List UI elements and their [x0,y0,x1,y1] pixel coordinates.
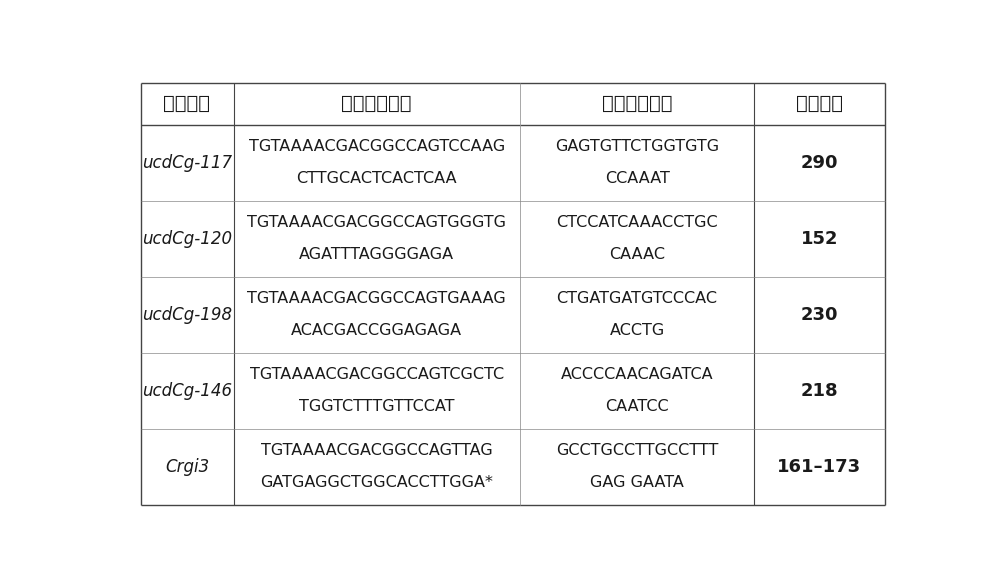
Text: ACACGACCGGAGAGA: ACACGACCGGAGAGA [291,323,462,338]
Text: TGTAAAACGACGGCCAGTGGGTG: TGTAAAACGACGGCCAGTGGGTG [247,215,506,230]
Text: 片段大小: 片段大小 [796,94,843,113]
Text: CCAAAT: CCAAAT [605,171,670,186]
Text: CAATCC: CAATCC [605,399,669,414]
Text: GCCTGCCTTGCCTTT: GCCTGCCTTGCCTTT [556,443,718,458]
Text: GAG GAATA: GAG GAATA [590,475,684,490]
Text: TGTAAAACGACGGCCAGTGAAAG: TGTAAAACGACGGCCAGTGAAAG [247,291,506,306]
Text: ACCCCAACAGATCA: ACCCCAACAGATCA [561,367,713,382]
Text: ucdCg-117: ucdCg-117 [142,153,232,172]
Text: ucdCg-198: ucdCg-198 [142,306,232,324]
Text: 290: 290 [801,153,838,172]
Text: Crgi3: Crgi3 [165,458,209,475]
Text: CTTGCACTCACTCAA: CTTGCACTCACTCAA [296,171,457,186]
Text: TGTAAAACGACGGCCAGTCCAAG: TGTAAAACGACGGCCAGTCCAAG [249,139,505,154]
Text: GATGAGGCTGGCACCTTGGA*: GATGAGGCTGGCACCTTGGA* [260,475,493,490]
Text: TGTAAAACGACGGCCAGTCGCTC: TGTAAAACGACGGCCAGTCGCTC [250,367,504,382]
Text: TGGTCTTTGTTCCAT: TGGTCTTTGTTCCAT [299,399,454,414]
Text: ucdCg-120: ucdCg-120 [142,230,232,248]
Text: 152: 152 [801,230,838,248]
Text: TGTAAAACGACGGCCAGTTAG: TGTAAAACGACGGCCAGTTAG [261,443,493,458]
Text: 反向引物序列: 反向引物序列 [602,94,672,113]
Text: ACCTG: ACCTG [609,323,665,338]
Text: 正向引物序列: 正向引物序列 [341,94,412,113]
Text: CAAAC: CAAAC [609,247,665,262]
Text: 218: 218 [801,381,838,400]
Text: GAGTGTTCTGGTGTG: GAGTGTTCTGGTGTG [555,139,719,154]
Text: AGATTTAGGGGAGA: AGATTTAGGGGAGA [299,247,454,262]
Text: ucdCg-146: ucdCg-146 [142,381,232,400]
Text: CTCCATCAAACCTGC: CTCCATCAAACCTGC [556,215,718,230]
Text: 230: 230 [801,306,838,324]
Text: 161–173: 161–173 [777,458,861,475]
Text: 引物编号: 引物编号 [164,94,210,113]
Text: CTGATGATGTCCCAC: CTGATGATGTCCCAC [557,291,718,306]
